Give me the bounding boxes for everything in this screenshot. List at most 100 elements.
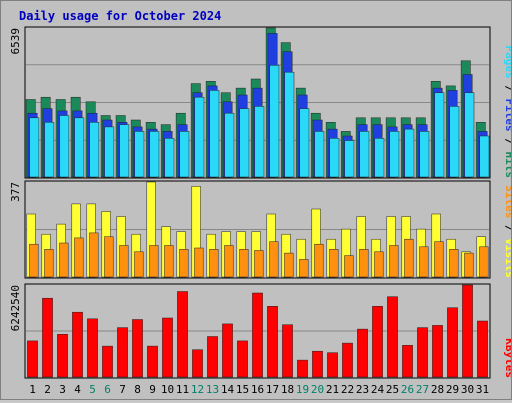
bar-pages-day-28 xyxy=(434,92,445,178)
day-label-14: 14 xyxy=(221,383,235,396)
bar-kbytes-day-15 xyxy=(237,340,248,378)
day-label-9: 9 xyxy=(149,383,156,396)
bar-sites-day-15 xyxy=(239,249,249,278)
bar-kbytes-day-20 xyxy=(312,350,323,378)
bar-sites-day-3 xyxy=(59,242,69,278)
day-label-30: 30 xyxy=(461,383,474,396)
bar-kbytes-day-24 xyxy=(372,306,383,378)
day-label-1: 1 xyxy=(29,383,36,396)
bar-pages-day-6 xyxy=(104,126,115,178)
bar-kbytes-day-12 xyxy=(192,349,203,378)
bar-kbytes-day-11 xyxy=(177,291,188,378)
bar-kbytes-day-21 xyxy=(327,352,338,378)
axis-max-label: 6242540 xyxy=(9,285,22,331)
bar-kbytes-day-22 xyxy=(342,342,353,378)
bar-kbytes-day-17 xyxy=(267,306,278,378)
bar-pages-day-14 xyxy=(224,112,235,178)
bar-sites-day-10 xyxy=(164,245,174,278)
bar-sites-day-22 xyxy=(344,255,354,278)
bar-sites-day-24 xyxy=(374,251,384,278)
bar-kbytes-day-6 xyxy=(102,345,113,378)
bar-pages-day-3 xyxy=(59,115,70,178)
day-label-20: 20 xyxy=(311,383,324,396)
bar-sites-day-5 xyxy=(89,232,99,278)
bar-pages-day-13 xyxy=(209,90,220,178)
panel-visits-sites: 377 Sites / Visits xyxy=(9,180,512,279)
axis-max-label: 377 xyxy=(9,182,22,202)
day-label-29: 29 xyxy=(446,383,459,396)
day-label-31: 31 xyxy=(476,383,489,396)
bar-pages-day-24 xyxy=(374,138,385,178)
bar-sites-day-25 xyxy=(389,245,399,278)
bar-pages-day-5 xyxy=(89,122,100,178)
chart-title: Daily usage for October 2024 xyxy=(19,9,221,23)
bar-pages-day-7 xyxy=(119,124,130,178)
bar-kbytes-day-25 xyxy=(387,296,398,378)
bar-pages-day-1 xyxy=(29,117,40,178)
bar-kbytes-day-18 xyxy=(282,324,293,378)
bar-kbytes-day-31 xyxy=(477,320,488,378)
day-label-5: 5 xyxy=(89,383,96,396)
bar-sites-day-14 xyxy=(224,245,234,278)
panel-hits-files-pages: 6539 Pages / Files / Hits xyxy=(9,26,512,179)
bar-kbytes-day-23 xyxy=(357,328,368,378)
bar-pages-day-26 xyxy=(404,128,415,178)
day-label-4: 4 xyxy=(74,383,81,396)
bar-sites-day-1 xyxy=(29,243,39,278)
right-legend-label: Sites / Visits xyxy=(503,185,511,278)
bar-kbytes-day-16 xyxy=(252,292,263,378)
day-label-13: 13 xyxy=(206,383,219,396)
bar-pages-day-12 xyxy=(194,96,205,178)
bar-sites-day-2 xyxy=(44,249,54,278)
bar-sites-day-6 xyxy=(104,236,114,278)
bar-kbytes-day-7 xyxy=(117,327,128,378)
day-label-15: 15 xyxy=(236,383,249,396)
legend-kbytes: KBytes xyxy=(503,338,511,378)
bar-pages-day-29 xyxy=(449,106,460,178)
legend-pages: Pages xyxy=(503,46,511,79)
bar-sites-day-20 xyxy=(314,243,324,278)
bar-kbytes-day-19 xyxy=(297,359,308,378)
bar-pages-day-18 xyxy=(284,71,295,178)
legend-hits: Hits xyxy=(503,152,511,179)
bar-pages-day-21 xyxy=(329,138,340,178)
bar-pages-day-20 xyxy=(314,131,325,178)
bar-pages-day-27 xyxy=(419,131,430,178)
bar-kbytes-day-28 xyxy=(432,325,443,378)
bar-sites-day-19 xyxy=(299,259,309,278)
chart-panels: 6539 Pages / Files / Hits 377 Sites / Visit… xyxy=(9,26,512,379)
day-label-19: 19 xyxy=(296,383,309,396)
bar-pages-day-31 xyxy=(479,135,490,178)
bar-pages-day-9 xyxy=(149,131,160,178)
legend-files: Files xyxy=(503,99,511,132)
bar-pages-day-10 xyxy=(164,138,175,178)
day-label-27: 27 xyxy=(416,383,429,396)
bar-kbytes-day-2 xyxy=(42,297,53,378)
bar-sites-day-7 xyxy=(119,245,129,278)
bar-kbytes-day-13 xyxy=(207,336,218,378)
day-label-2: 2 xyxy=(44,383,51,396)
day-label-25: 25 xyxy=(386,383,399,396)
bar-sites-day-12 xyxy=(194,247,204,278)
day-label-8: 8 xyxy=(134,383,141,396)
day-label-7: 7 xyxy=(119,383,126,396)
bar-sites-day-31 xyxy=(479,246,489,278)
day-label-6: 6 xyxy=(104,383,111,396)
bar-pages-day-17 xyxy=(269,65,280,178)
bar-sites-day-4 xyxy=(74,237,84,278)
bar-sites-day-17 xyxy=(269,241,279,278)
day-label-11: 11 xyxy=(176,383,189,396)
bar-kbytes-day-8 xyxy=(132,319,143,378)
bar-sites-day-23 xyxy=(359,249,369,278)
day-label-10: 10 xyxy=(161,383,174,396)
legend-sites: Sites xyxy=(503,185,511,218)
bar-kbytes-day-9 xyxy=(147,345,158,378)
bar-sites-day-13 xyxy=(209,249,219,278)
legend-visits: Visits xyxy=(503,238,511,278)
bar-sites-day-26 xyxy=(404,238,414,278)
bar-sites-day-11 xyxy=(179,249,189,278)
day-label-12: 12 xyxy=(191,383,204,396)
right-legend-label: Pages / Files / Hits xyxy=(503,46,511,179)
